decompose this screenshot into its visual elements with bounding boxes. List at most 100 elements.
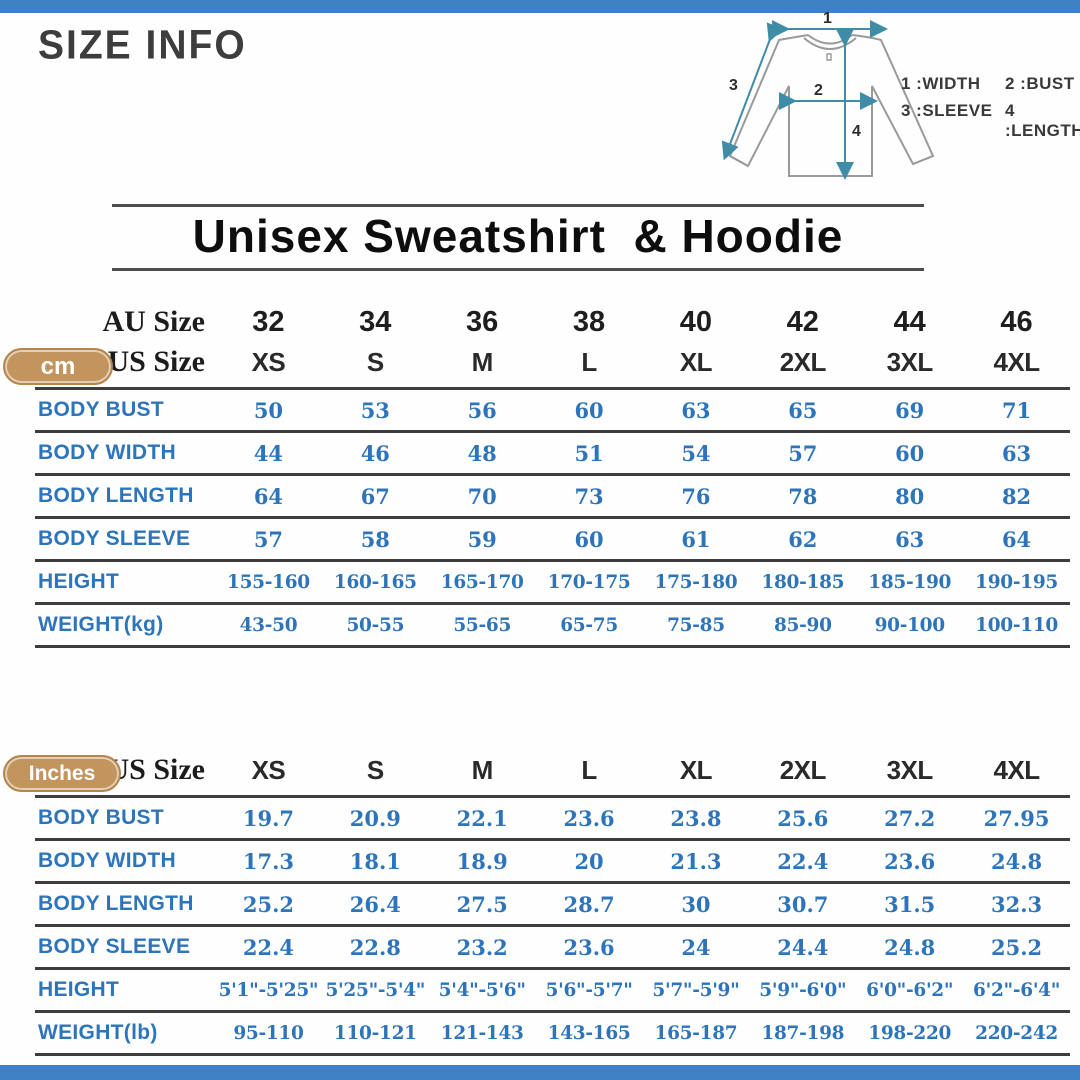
- us-size: XS: [251, 346, 286, 377]
- table-row: BODY WIDTH 44 46 48 51 54 57 60 63: [35, 430, 1070, 473]
- size-cell: 65: [788, 397, 818, 423]
- size-cell: 26.4: [349, 891, 401, 917]
- size-cell: 65-75: [560, 614, 618, 636]
- us-size: 4XL: [993, 346, 1040, 377]
- us-size: S: [366, 754, 384, 785]
- product-title-band: Unisex Sweatshirt & Hoodie: [112, 204, 924, 271]
- au-size-label: AU Size: [102, 305, 205, 338]
- size-cell: 62: [788, 526, 818, 552]
- size-cell: 190-195: [975, 571, 1058, 593]
- row-label: BODY BUST: [38, 398, 164, 421]
- size-cell: 180-185: [761, 571, 845, 593]
- au-size-header-row: AU Size 32 34 36 38 40 42 44 46: [35, 302, 1070, 342]
- us-size: M: [471, 754, 494, 785]
- size-cell: 25.6: [777, 805, 829, 831]
- size-cell: 78: [788, 483, 818, 509]
- row-label: BODY LENGTH: [38, 484, 194, 507]
- size-cell: 80: [895, 483, 925, 509]
- size-table-inches: Inches US Size XS S M L XL 2XL 3XL 4XL B…: [0, 750, 1080, 1056]
- size-cell: 25.2: [242, 891, 295, 917]
- size-cell: 23.6: [563, 934, 615, 960]
- table-row: BODY BUST 50 53 56 60 63 65 69 71: [35, 387, 1070, 430]
- size-cell: 82: [1001, 483, 1032, 509]
- au-size: 34: [359, 305, 392, 338]
- row-label: WEIGHT(kg): [38, 613, 164, 636]
- au-size: 38: [572, 305, 606, 338]
- us-size-header-row: US Size XS S M L XL 2XL 3XL 4XL: [35, 342, 1070, 382]
- size-cell: 20.9: [349, 805, 401, 831]
- row-label: BODY BUST: [38, 806, 164, 829]
- size-cell: 5'6"-5'7": [545, 979, 633, 1001]
- size-cell: 56: [467, 397, 497, 423]
- au-size: 40: [679, 305, 713, 338]
- table-row: BODY WIDTH 17.3 18.1 18.9 20 21.3 22.4 2…: [35, 838, 1070, 881]
- us-size: L: [581, 754, 597, 785]
- au-size: 46: [1000, 305, 1033, 338]
- sleeve-arrow: [721, 22, 784, 161]
- size-cell: 60: [895, 440, 925, 466]
- size-cell: 59: [467, 526, 497, 552]
- us-size: 2XL: [779, 346, 827, 377]
- us-size-label: US Size: [107, 753, 206, 786]
- measurement-legend: 1 :WIDTH 2 :BUST 3 :SLEEVE 4 :LENGTH: [901, 74, 1080, 141]
- size-cell: 23.2: [456, 934, 508, 960]
- size-cell: 22.4: [777, 848, 829, 874]
- size-cell: 43-50: [239, 614, 298, 636]
- size-cell: 6'0"-6'2": [866, 979, 954, 1001]
- size-cell: 63: [895, 526, 925, 552]
- au-size: 32: [252, 305, 285, 338]
- size-cell: 23.6: [884, 848, 936, 874]
- legend-item-width: 1 :WIDTH: [901, 74, 981, 93]
- size-cell: 44: [253, 440, 284, 466]
- legend-item-sleeve: 3 :SLEEVE: [901, 101, 993, 120]
- au-size: 44: [893, 305, 926, 338]
- size-cell: 46: [360, 440, 390, 466]
- size-cell: 60: [574, 397, 604, 423]
- size-cell: 27.5: [456, 891, 508, 917]
- size-cell: 28.7: [563, 891, 615, 917]
- marker-4: 4: [852, 123, 861, 140]
- size-cell: 23.6: [563, 805, 615, 831]
- size-cell: 24.8: [884, 934, 936, 960]
- size-cell: 24: [681, 934, 711, 960]
- unit-badge-inches: Inches: [3, 755, 121, 792]
- size-cell: 58: [360, 526, 390, 552]
- us-size-label: US Size: [107, 345, 206, 378]
- size-cell: 155-160: [227, 571, 310, 593]
- size-cell: 185-190: [868, 571, 952, 593]
- us-size: XS: [251, 754, 286, 785]
- us-size: L: [581, 346, 597, 377]
- table-row: BODY SLEEVE 22.4 22.8 23.2 23.6 24 24.4 …: [35, 924, 1070, 967]
- size-cell: 30.7: [777, 891, 829, 917]
- table-row: BODY LENGTH 25.2 26.4 27.5 28.7 30 30.7 …: [35, 881, 1070, 924]
- table-row: HEIGHT 5'1"-5'25" 5'25"-5'4" 5'4"-5'6" 5…: [35, 967, 1070, 1010]
- us-size: 4XL: [993, 754, 1040, 785]
- size-cell: 95-110: [233, 1022, 304, 1044]
- size-cell: 27.95: [983, 805, 1050, 831]
- row-label: HEIGHT: [38, 978, 120, 1001]
- size-cell: 165-170: [440, 571, 524, 593]
- size-cell: 187-198: [761, 1022, 845, 1044]
- size-cell: 63: [1001, 440, 1032, 466]
- marker-2: 2: [814, 82, 823, 99]
- size-cell: 54: [681, 440, 711, 466]
- row-label: BODY WIDTH: [38, 849, 176, 872]
- size-cell: 60: [574, 526, 604, 552]
- size-cell: 5'25"-5'4": [325, 979, 426, 1001]
- size-cell: 55-65: [453, 614, 512, 636]
- size-cell: 143-165: [547, 1022, 631, 1044]
- size-cell: 5'1"-5'25": [218, 979, 319, 1001]
- size-cell: 121-143: [440, 1022, 524, 1044]
- size-cell: 30: [681, 891, 711, 917]
- size-cell: 53: [360, 397, 390, 423]
- table-row: BODY BUST 19.7 20.9 22.1 23.6 23.8 25.6 …: [35, 795, 1070, 838]
- size-cell: 22.8: [349, 934, 401, 960]
- row-label: BODY WIDTH: [38, 441, 176, 464]
- size-cell: 31.5: [884, 891, 936, 917]
- us-size: M: [471, 346, 494, 377]
- size-cell: 50-55: [346, 614, 405, 636]
- size-cell: 50: [253, 397, 284, 423]
- legend-item-length: 4 :LENGTH: [1005, 101, 1080, 140]
- row-label: BODY SLEEVE: [38, 935, 191, 958]
